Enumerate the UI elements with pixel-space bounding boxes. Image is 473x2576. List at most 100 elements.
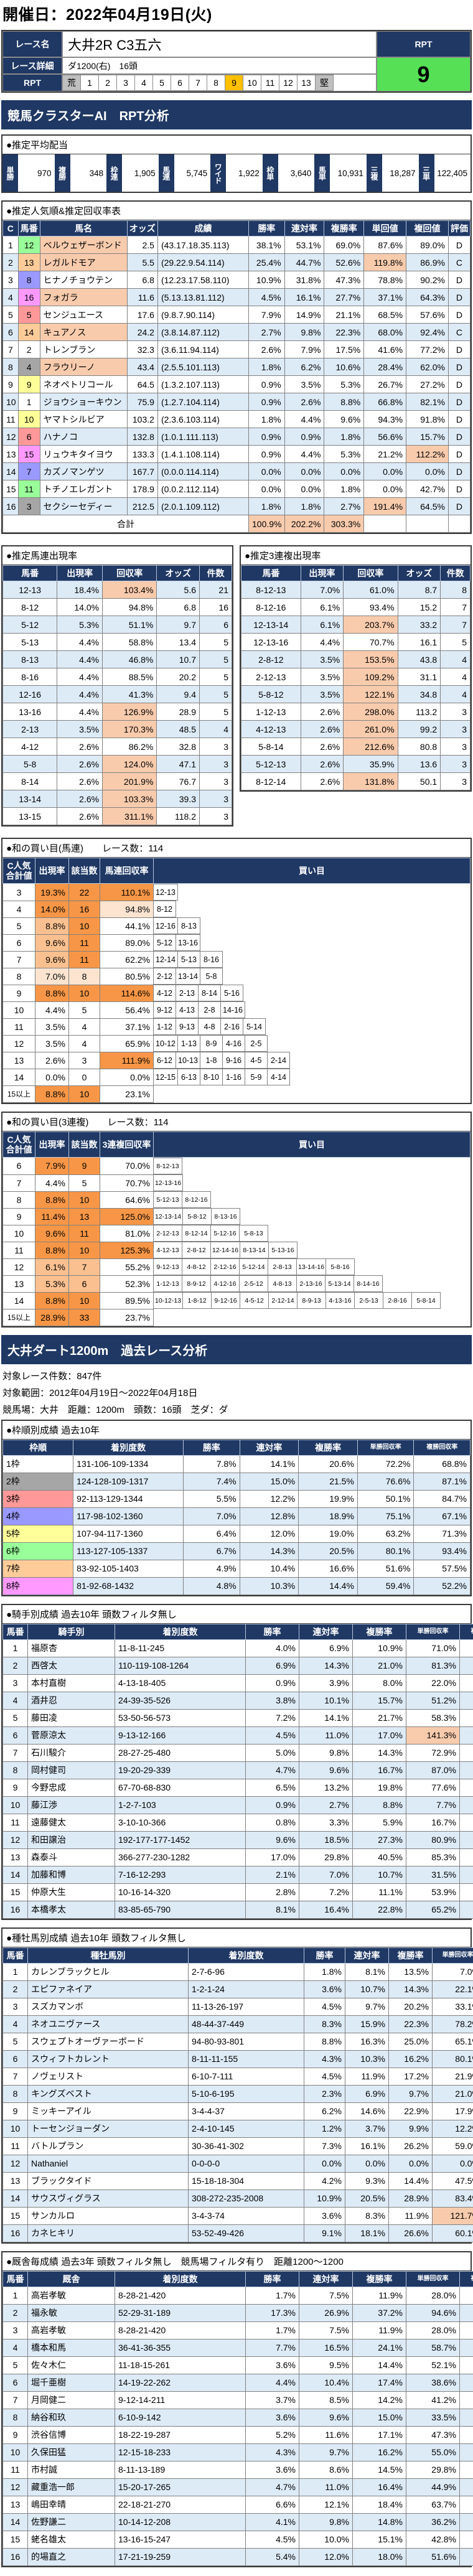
table-cell: 89.5%: [100, 1292, 154, 1309]
table-cell: 4: [3, 901, 35, 917]
table-cell: 8-11-13-189: [115, 2461, 246, 2478]
table-cell: 103.3%: [103, 790, 157, 808]
table-cell: 12: [3, 1831, 28, 1848]
table-cell: 7.7%: [246, 2339, 299, 2356]
table-cell: 94.8%: [103, 599, 157, 616]
pick-value: 8-14: [198, 985, 221, 1001]
table-cell: 62.2%: [100, 951, 154, 968]
column-header: 枠順: [3, 1440, 73, 1455]
table-cell: 7.0%: [299, 1866, 353, 1883]
table-cell: 53.2%: [460, 2287, 473, 2304]
table-cell: 10: [3, 1796, 28, 1814]
table-cell: 15.0%: [353, 2409, 406, 2426]
table-cell: 3: [441, 773, 471, 790]
table-cell: 8.8%: [35, 1292, 69, 1309]
table-cell: 7.0%: [184, 1507, 240, 1525]
table-cell: 15-18-18-304: [189, 2172, 304, 2190]
table-cell: 14: [18, 324, 40, 341]
table-cell: 70.7%: [100, 1174, 154, 1191]
table-cell: 13: [3, 1848, 28, 1866]
table-cell: 57.5%: [414, 1560, 471, 1577]
table-row: 15蛯名雄太13-16-15-2474.5%10.0%15.1%42.8%65.…: [3, 2531, 473, 2548]
meta-course: 競馬場：大井 距離：1200m 頭数：16頭 芝ダ：ダ: [2, 1403, 471, 1416]
table-cell: 6.1%: [301, 599, 344, 616]
table-cell: 38.1%: [249, 237, 285, 254]
table-cell: 32.8: [157, 738, 200, 756]
column-header: 馬番: [241, 566, 301, 581]
table-cell: 71.3%: [460, 1779, 473, 1796]
table-cell: 9: [3, 376, 19, 393]
table-cell: 8: [3, 2085, 28, 2102]
table-cell: 16: [200, 599, 232, 616]
table-cell: 10.7: [157, 651, 200, 668]
table-cell: 14.3%: [299, 1657, 353, 1674]
column-header: 買い目: [154, 858, 471, 884]
table-cell: D: [448, 446, 470, 463]
table-cell: 44.1%: [100, 917, 154, 934]
table-cell: 0.9%: [249, 446, 285, 463]
table-cell: 9.1%: [304, 2224, 345, 2242]
table-cell: 88.2%: [460, 1883, 473, 1901]
column-header: 馬番: [3, 566, 57, 581]
table-cell: 6.1%: [35, 1258, 69, 1275]
table-cell: 18.4%: [57, 581, 103, 599]
buy-umaren-section: ●和の買い目(馬連) レース数：114 C人気 合計値出現率該当数馬連回収率買い…: [1, 838, 472, 1104]
table-cell: 10: [18, 411, 40, 428]
table-cell: 3.9%: [299, 1674, 353, 1692]
pick-value: 2-14: [267, 1052, 290, 1069]
table-cell: 5: [3, 917, 35, 934]
table-cell: [364, 515, 406, 533]
table-cell: 6: [18, 428, 40, 446]
table-cell: 4.4%: [57, 651, 103, 668]
table-cell: 27.9%: [460, 1796, 473, 1814]
table-cell: 5: [200, 668, 232, 686]
table-cell: 69.0%: [324, 237, 364, 254]
section-banner-past: 大井ダート1200m 過去レース分析: [1, 1335, 472, 1364]
table-cell: D: [448, 428, 470, 446]
column-header: 複勝回収率: [460, 1624, 473, 1639]
table-cell: 74.0%: [460, 2496, 473, 2513]
table-cell: 福永敏: [28, 2304, 115, 2321]
table-cell: [448, 515, 470, 533]
pick-value: 4-12-13: [154, 1242, 183, 1258]
table-cell: 福原杏: [28, 1639, 115, 1657]
table-cell: 3.3%: [299, 1814, 353, 1831]
table-cell: 14.4%: [353, 2356, 406, 2374]
table-cell: 44.7%: [284, 254, 324, 271]
table-cell: 8.8%: [35, 985, 69, 1001]
table-cell: 10: [3, 1001, 35, 1018]
table-cell: 11: [69, 1225, 100, 1242]
table-cell: 0.0%: [100, 1069, 154, 1085]
table-cell: 100.9%: [249, 515, 285, 533]
pick-value: 10-12-13: [154, 1292, 184, 1309]
table-cell: 64.5: [127, 376, 157, 393]
payout-value: 970: [18, 154, 55, 192]
table-cell: D: [448, 341, 470, 358]
table-cell: 12: [3, 428, 19, 446]
table-row: 16本橋孝太83-85-65-7908.1%16.4%22.8%65.2%73.…: [3, 1901, 473, 1918]
table-cell: 5-8-12: [241, 686, 301, 703]
table-cell: 3.5%: [301, 668, 344, 686]
table-cell: 67.1%: [414, 1507, 471, 1525]
table-cell: 9: [3, 1779, 28, 1796]
table-cell: (12.23.17.58.110): [157, 271, 248, 289]
table-cell: 3: [441, 721, 471, 738]
table-cell: 本村直樹: [28, 1674, 115, 1692]
payout-value: 1,905: [122, 154, 159, 192]
payout-title: ●推定平均配当: [2, 136, 471, 154]
table-cell: (1.3.2.107.113): [157, 376, 248, 393]
table-cell: 6: [3, 324, 19, 341]
meta-range: 対象範囲：2012年04月19日～2022年04月18日: [2, 1386, 471, 1399]
